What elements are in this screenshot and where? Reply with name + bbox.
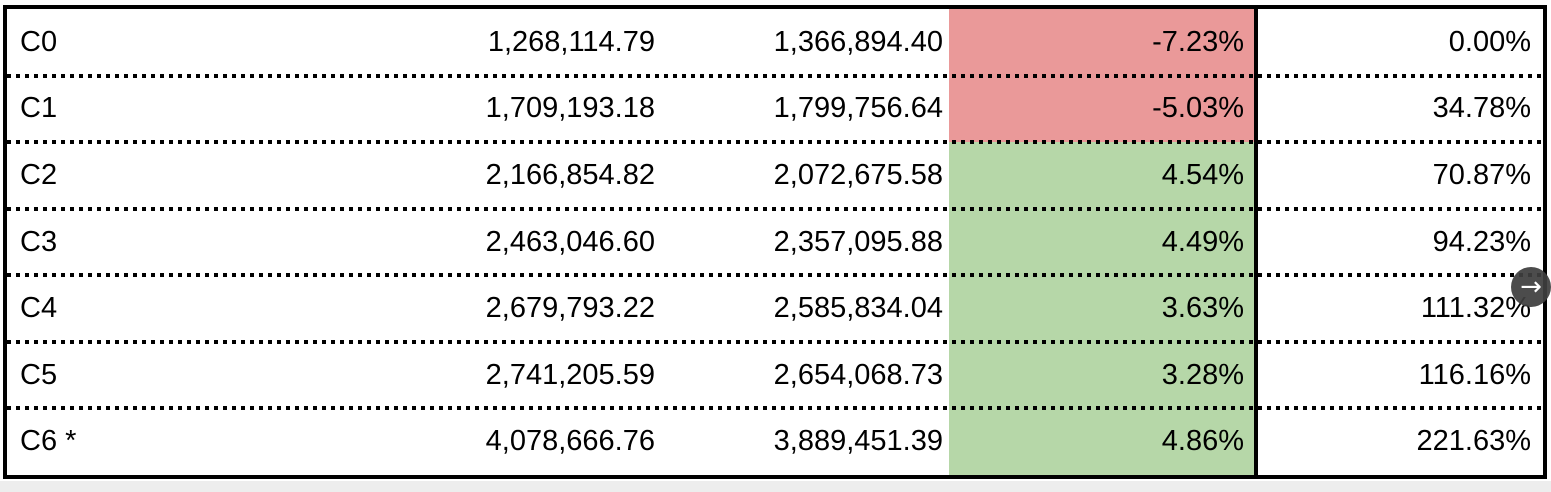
value-a-cell[interactable]: 4,078,666.76	[485, 425, 655, 458]
outside-background-strip	[0, 481, 1551, 492]
value-b-cell[interactable]: 2,585,834.04	[773, 292, 943, 325]
value-b-cell[interactable]: 3,889,451.39	[773, 425, 943, 458]
row-separator	[7, 339, 1543, 344]
change-pct-cell[interactable]: 3.28%	[949, 341, 1254, 409]
change-pct-cell[interactable]: 4.86%	[949, 408, 1254, 476]
table-row: C5 2,741,205.59 2,654,068.73 3.28% 116.1…	[7, 341, 1543, 411]
change-pct-cell[interactable]: 4.49%	[949, 208, 1254, 276]
row-label-cell[interactable]: C6 *	[20, 425, 77, 458]
right-arrow-icon: →	[1520, 272, 1542, 302]
row-separator	[7, 406, 1543, 411]
value-a-cell[interactable]: 2,463,046.60	[485, 225, 655, 258]
table-row: C3 2,463,046.60 2,357,095.88 4.49% 94.23…	[7, 208, 1543, 278]
value-b-cell[interactable]: 1,799,756.64	[773, 92, 943, 125]
row-label-cell[interactable]: C0	[20, 25, 58, 58]
value-b-cell[interactable]: 2,072,675.58	[773, 158, 943, 191]
table-row: C2 2,166,854.82 2,072,675.58 4.54% 70.87…	[7, 142, 1543, 211]
value-a-cell[interactable]: 2,166,854.82	[485, 158, 655, 191]
table-row: C0 1,268,114.79 1,366,894.40 -7.23% 0.00…	[7, 9, 1543, 78]
cumulative-pct-cell[interactable]: 70.87%	[1254, 142, 1543, 209]
value-a-cell[interactable]: 2,679,793.22	[485, 292, 655, 325]
value-b-cell[interactable]: 2,357,095.88	[773, 225, 943, 258]
row-separator	[7, 206, 1543, 211]
value-b-cell[interactable]: 1,366,894.40	[773, 25, 943, 58]
value-a-cell[interactable]: 2,741,205.59	[485, 358, 655, 391]
table-row: C4 2,679,793.22 2,585,834.04 3.63% 111.3…	[7, 275, 1543, 344]
cumulative-pct-cell[interactable]: 34.78%	[1254, 75, 1543, 143]
cumulative-pct-cell[interactable]: 94.23%	[1254, 208, 1543, 276]
row-label-cell[interactable]: C4	[20, 292, 58, 325]
row-separator	[7, 140, 1543, 145]
cumulative-pct-cell[interactable]: 111.32%	[1254, 275, 1543, 342]
change-pct-cell[interactable]: 4.54%	[949, 142, 1254, 209]
table-row: C1 1,709,193.18 1,799,756.64 -5.03% 34.7…	[7, 75, 1543, 145]
row-label-cell[interactable]: C1	[20, 92, 58, 125]
row-separator	[7, 73, 1543, 78]
change-pct-cell[interactable]: -5.03%	[949, 75, 1254, 143]
cumulative-pct-cell[interactable]: 116.16%	[1254, 341, 1543, 409]
table-row: C6 * 4,078,666.76 3,889,451.39 4.86% 221…	[7, 408, 1543, 476]
value-a-cell[interactable]: 1,268,114.79	[487, 25, 655, 58]
change-pct-cell[interactable]: 3.63%	[949, 275, 1254, 342]
scroll-right-button[interactable]: →	[1511, 267, 1551, 307]
row-separator	[7, 273, 1543, 278]
cumulative-pct-cell[interactable]: 0.00%	[1254, 9, 1543, 76]
data-table: C0 1,268,114.79 1,366,894.40 -7.23% 0.00…	[3, 5, 1547, 479]
row-label-cell[interactable]: C2	[20, 158, 58, 191]
value-b-cell[interactable]: 2,654,068.73	[773, 358, 943, 391]
row-label-cell[interactable]: C5	[20, 358, 58, 391]
value-a-cell[interactable]: 1,709,193.18	[485, 92, 655, 125]
change-pct-cell[interactable]: -7.23%	[949, 9, 1254, 76]
row-label-cell[interactable]: C3	[20, 225, 58, 258]
cumulative-pct-cell[interactable]: 221.63%	[1254, 408, 1543, 476]
